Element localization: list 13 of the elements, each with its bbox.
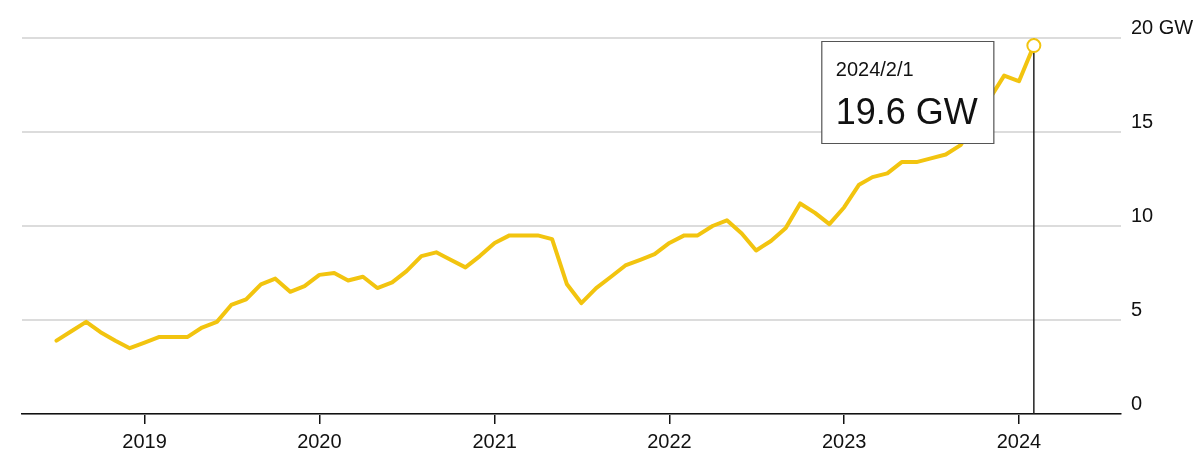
y-tick-label: 15 [1131, 109, 1154, 132]
y-tick-label: 0 [1131, 391, 1143, 414]
x-tick-label: 2019 [122, 429, 167, 452]
annotation: 2024/2/1 [835, 57, 914, 80]
x-tick-label: 2020 [297, 429, 342, 452]
x-tick-label: 2022 [647, 429, 692, 452]
annotation: 19.6 GW [835, 90, 978, 132]
x-tick-label: 2023 [821, 429, 867, 452]
x-tick-label: 2021 [472, 429, 517, 452]
x-tick-label: 2024 [996, 429, 1042, 452]
y-tick-label: 20 GW [1131, 15, 1194, 38]
y-tick-label: 10 [1131, 203, 1154, 226]
y-tick-label: 5 [1131, 297, 1143, 320]
